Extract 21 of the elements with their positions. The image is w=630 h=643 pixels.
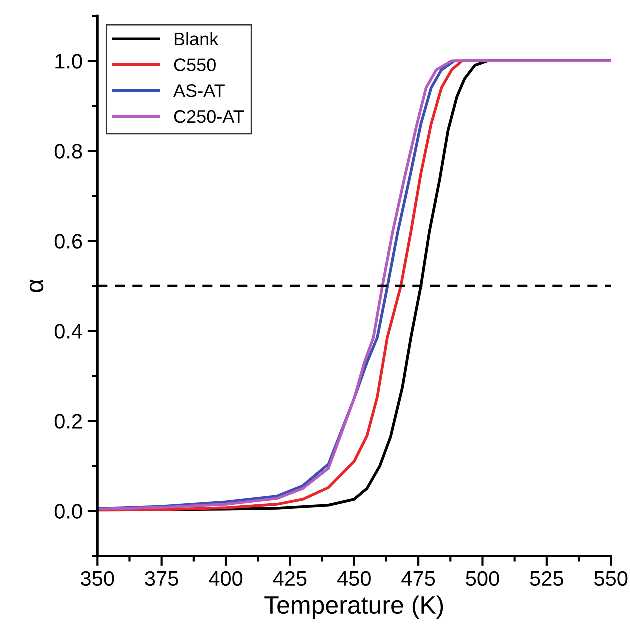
y-tick-label: 0.6 <box>54 234 82 249</box>
x-tick-label: 350 <box>81 571 114 586</box>
y-tick-label: 1.0 <box>56 54 82 69</box>
legend-label: AS-AT <box>174 84 225 98</box>
x-tick-label: 550 <box>594 571 628 586</box>
legend-label: Blank <box>174 32 219 46</box>
x-tick-label: 475 <box>402 572 436 586</box>
x-tick-label: 525 <box>530 571 564 586</box>
x-axis-title: Temperature (K) <box>264 596 444 620</box>
x-tick-label: 500 <box>466 571 500 586</box>
legend-label: C550 <box>174 58 216 72</box>
y-tick-label: 0.8 <box>54 144 82 159</box>
x-tick-label: 400 <box>209 571 243 586</box>
y-tick-label: 0.4 <box>54 324 82 339</box>
legend-label: C250-AT <box>174 110 244 124</box>
y-tick-label: 0.2 <box>54 414 82 429</box>
y-tick-label: 0.0 <box>54 504 82 519</box>
x-tick-label: 375 <box>145 571 178 586</box>
y-axis-title: α <box>30 280 44 292</box>
x-tick-label: 425 <box>273 571 307 586</box>
x-tick-label: 450 <box>337 571 371 586</box>
